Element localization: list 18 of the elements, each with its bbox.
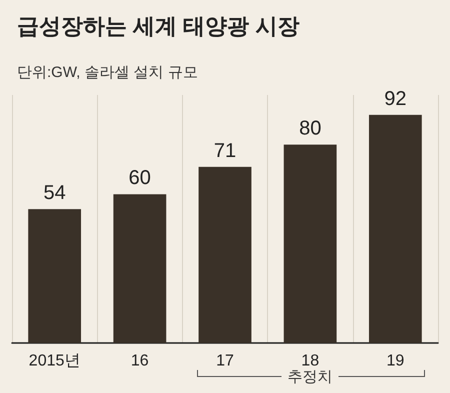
x-tick-label: 18 xyxy=(301,352,320,370)
bar xyxy=(28,209,82,343)
data-label: 80 xyxy=(299,118,322,140)
x-tick-label: 16 xyxy=(130,352,149,370)
data-label: 92 xyxy=(384,88,407,110)
chart-title: 급성장하는 세계 태양광 시장 xyxy=(17,14,300,38)
data-label: 54 xyxy=(43,182,66,204)
bar xyxy=(113,194,166,343)
x-tick-label: 19 xyxy=(386,352,404,370)
x-tick-label: 17 xyxy=(216,352,234,370)
bar xyxy=(198,166,252,343)
bar xyxy=(368,114,422,343)
text: 추정치 xyxy=(282,368,339,386)
bar xyxy=(284,144,337,343)
x-tick-label: 2015년 xyxy=(28,352,80,370)
chart-subtitle: 단위:GW, 솔라셀 설치 규모 xyxy=(17,64,198,81)
data-label: 60 xyxy=(128,167,151,190)
data-label: 71 xyxy=(214,140,236,162)
